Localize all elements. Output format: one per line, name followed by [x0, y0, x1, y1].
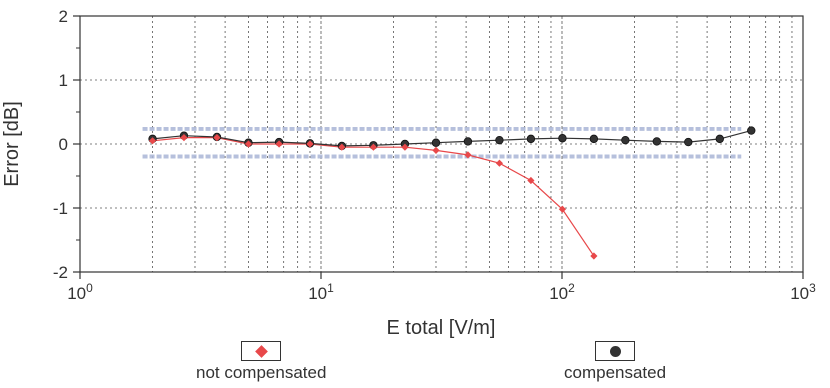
- data-point-compensated: [495, 135, 504, 145]
- legend-label-not-compensated: not compensated: [196, 363, 327, 382]
- circle-marker-icon: [609, 345, 621, 357]
- data-point-compensated: [652, 137, 662, 146]
- data-point-not-compensated: [590, 252, 598, 260]
- diamond-marker-icon: [254, 344, 268, 358]
- data-point-not-compensated: [464, 151, 472, 159]
- legend-swatch-not-compensated: [241, 341, 282, 361]
- legend-label-compensated: compensated: [564, 363, 667, 382]
- data-point-not-compensated: [148, 137, 157, 145]
- legend-compensated: compensated: [564, 341, 666, 383]
- data-point-compensated: [526, 134, 536, 144]
- y-axis-label: Error [dB]: [1, 101, 23, 187]
- data-point-not-compensated: [180, 134, 188, 142]
- y-tick-label: 2: [59, 7, 68, 26]
- data-point-compensated: [463, 137, 473, 146]
- grid: [80, 16, 803, 272]
- x-tick-label: 100: [67, 281, 93, 303]
- data-point-not-compensated: [306, 140, 314, 148]
- data-point-not-compensated: [275, 140, 283, 148]
- x-tick-label: 102: [549, 281, 575, 303]
- data-point-not-compensated: [527, 176, 535, 185]
- y-tick-label: 1: [59, 71, 68, 90]
- data-point-not-compensated: [213, 134, 221, 142]
- y-tick-label: -1: [53, 199, 68, 218]
- data-point-compensated: [558, 134, 567, 143]
- series: [148, 126, 756, 260]
- data-point-compensated: [747, 126, 756, 135]
- x-axis-label: E total [V/m]: [387, 317, 496, 339]
- y-tick-label: 0: [59, 135, 68, 154]
- x-tick-label: 103: [790, 281, 816, 303]
- data-point-not-compensated: [558, 205, 567, 213]
- data-point-not-compensated: [338, 143, 346, 151]
- data-point-compensated: [589, 134, 599, 144]
- data-point-compensated: [431, 138, 441, 147]
- uncertainty-band: [142, 127, 742, 159]
- data-point-not-compensated: [495, 159, 504, 167]
- x-tick-label: 101: [308, 281, 334, 303]
- data-point-not-compensated: [432, 146, 440, 154]
- legend-swatch-compensated: [595, 341, 636, 361]
- legend-not-compensated: not compensated: [196, 341, 326, 383]
- data-point-compensated: [684, 137, 693, 147]
- data-point-compensated: [621, 135, 630, 145]
- data-point-not-compensated: [401, 143, 409, 151]
- y-tick-label: -2: [53, 263, 68, 282]
- series-line-compensated: [152, 130, 752, 147]
- data-point-not-compensated: [369, 143, 378, 151]
- data-point-not-compensated: [244, 140, 253, 148]
- data-point-compensated: [715, 134, 724, 144]
